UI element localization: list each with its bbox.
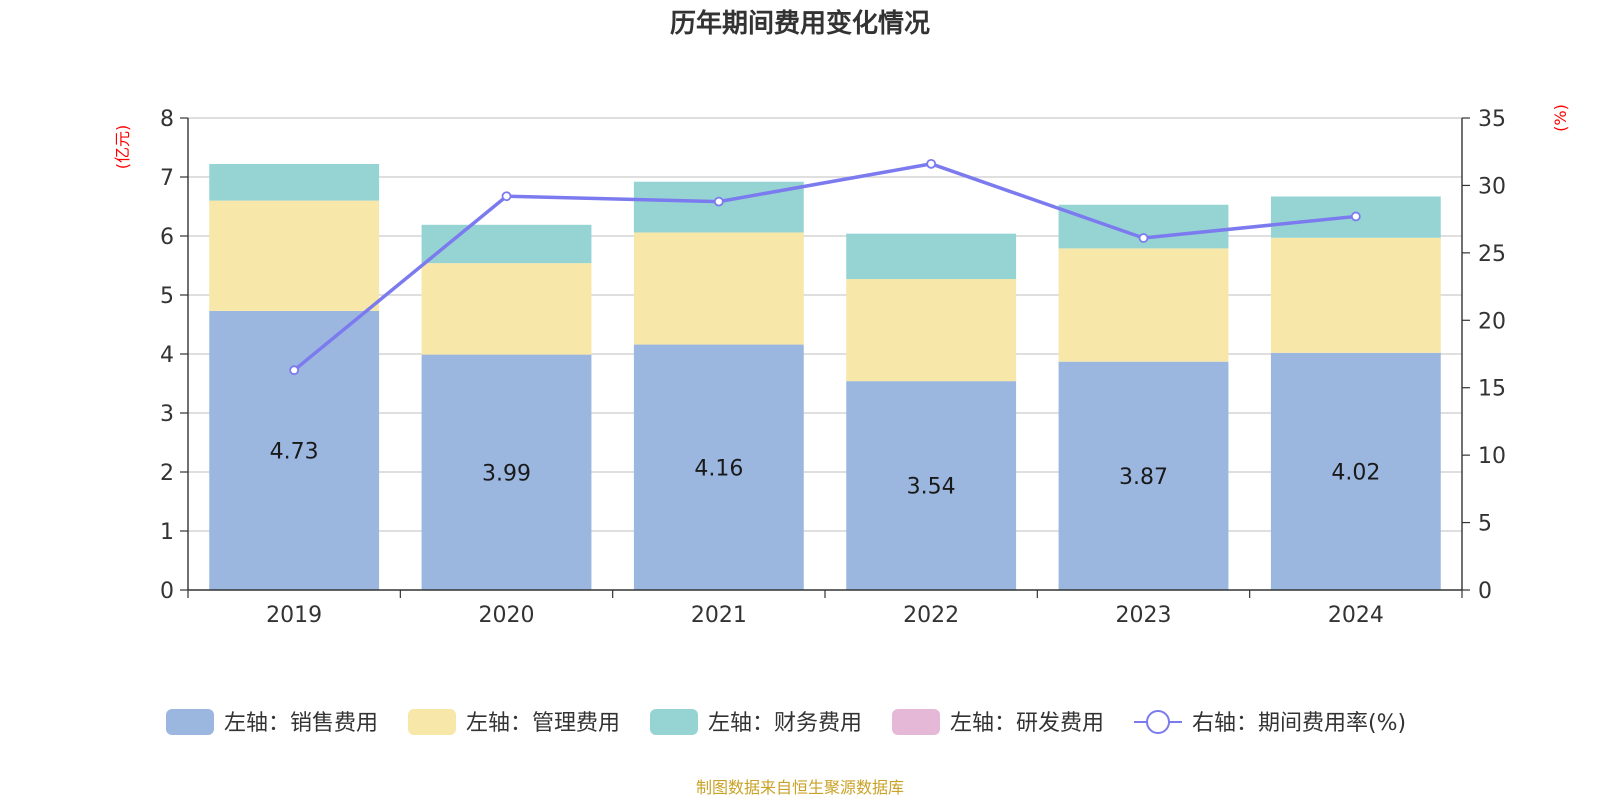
right-tick-label: 20	[1478, 309, 1506, 334]
line-point	[713, 196, 724, 207]
x-tick-label: 2022	[903, 603, 959, 628]
right-tick-label: 25	[1478, 242, 1506, 267]
legend-item[interactable]: 右轴：期间费用率(%)	[1134, 710, 1406, 736]
bar-series	[209, 164, 1441, 590]
grid-lines	[188, 117, 1462, 532]
left-tick-label: 7	[160, 166, 174, 191]
right-axis-unit: (%)	[1551, 104, 1570, 132]
x-tick-label: 2023	[1116, 603, 1172, 628]
left-tick-label: 1	[160, 520, 174, 545]
line-point	[1350, 211, 1361, 222]
right-tick-label: 15	[1478, 377, 1506, 402]
x-tick-label: 2019	[266, 603, 322, 628]
x-tick-label: 2024	[1328, 603, 1384, 628]
bar	[209, 164, 380, 201]
bar	[209, 310, 380, 590]
line-point	[926, 158, 937, 169]
data-labels: 4.73 3.99 4.16 3.54 3.87 4.02	[270, 439, 1381, 499]
legend-label: 右轴：期间费用率(%)	[1192, 711, 1406, 736]
bar	[1270, 352, 1441, 590]
data-label: 4.16	[694, 456, 743, 481]
right-tick-label: 5	[1478, 512, 1492, 537]
data-label: 3.54	[907, 475, 956, 500]
bar	[1270, 237, 1441, 353]
source-note: 制图数据来自恒生聚源数据库	[696, 778, 904, 797]
bar	[633, 344, 804, 590]
rate-line	[293, 162, 1357, 372]
left-tick-label: 4	[160, 343, 174, 368]
bar	[1058, 361, 1229, 590]
bar	[1058, 248, 1229, 362]
legend-marker	[1146, 710, 1170, 734]
line-point	[1138, 233, 1149, 243]
data-label: 4.73	[270, 439, 319, 464]
data-label: 4.02	[1331, 460, 1380, 485]
bar	[846, 279, 1017, 382]
chart-title: 历年期间费用变化情况	[670, 8, 930, 39]
legend-item[interactable]: 左轴：研发费用	[892, 709, 1104, 736]
right-tick-label: 30	[1478, 174, 1506, 199]
legend-swatch	[408, 709, 456, 735]
left-axis-unit: (亿元)	[113, 125, 132, 170]
right-tick-label: 35	[1478, 107, 1506, 132]
left-tick-label: 0	[160, 579, 174, 604]
rate-line-series	[289, 158, 1361, 376]
bar	[209, 200, 380, 311]
legend[interactable]: 左轴：销售费用 左轴：管理费用 左轴：财务费用 左轴：研发费用 右轴：期间费用率(%)	[166, 709, 1406, 736]
legend-label: 左轴：财务费用	[708, 711, 862, 736]
line-point	[289, 365, 300, 376]
bar	[846, 381, 1017, 590]
data-label: 3.99	[482, 461, 531, 486]
left-tick-label: 6	[160, 225, 174, 250]
right-tick-label: 10	[1478, 444, 1506, 469]
axes: 0 1 2 3 4 5 6 7 8 0 5 10 15 20 25 30 35 2019 2020 2021 2022 2…	[160, 107, 1506, 628]
bar	[421, 263, 592, 355]
bar	[633, 232, 804, 345]
x-tick-label: 2020	[479, 603, 535, 628]
legend-item[interactable]: 左轴：销售费用	[166, 709, 378, 736]
legend-label: 左轴：管理费用	[466, 711, 620, 736]
data-label: 3.87	[1119, 465, 1168, 490]
bar	[421, 354, 592, 590]
right-tick-label: 0	[1478, 579, 1492, 604]
bar	[846, 233, 1017, 280]
x-tick-label: 2021	[691, 603, 747, 628]
legend-item[interactable]: 左轴：财务费用	[650, 709, 862, 736]
legend-swatch	[892, 709, 940, 735]
legend-label: 左轴：研发费用	[950, 711, 1104, 736]
left-tick-label: 8	[160, 107, 174, 132]
line-point	[501, 191, 512, 202]
legend-swatch	[166, 709, 214, 735]
left-tick-label: 3	[160, 402, 174, 427]
legend-swatch	[650, 709, 698, 735]
legend-item[interactable]: 左轴：管理费用	[408, 709, 620, 736]
left-tick-label: 5	[160, 284, 174, 309]
left-tick-label: 2	[160, 461, 174, 486]
legend-label: 左轴：销售费用	[224, 711, 378, 736]
